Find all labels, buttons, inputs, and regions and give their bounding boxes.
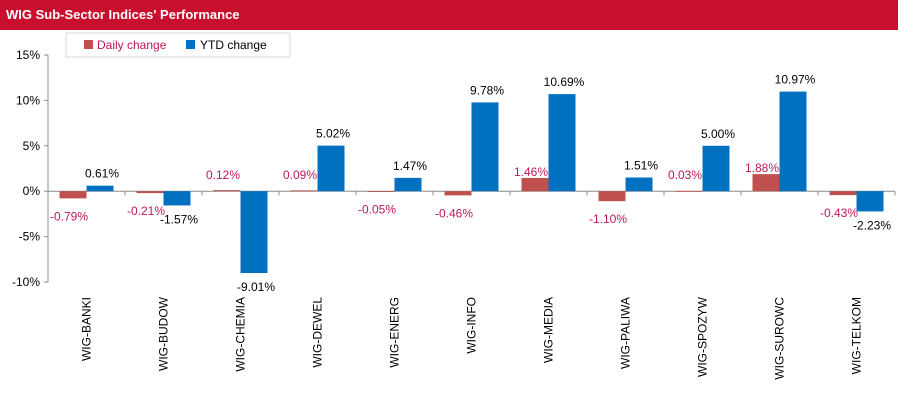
x-category-label: WIG-MEDIA: [542, 297, 556, 363]
data-label-daily-change: 1.46%: [514, 165, 548, 179]
header-divider: [0, 30, 898, 32]
data-label-daily-change: -0.05%: [358, 203, 396, 217]
x-category-label: WIG-ENERG: [388, 297, 402, 368]
data-label-daily-change: 0.03%: [668, 168, 702, 182]
y-tick-label: 15%: [16, 48, 40, 62]
data-label-daily-change: 1.88%: [745, 161, 779, 175]
bar-ytd-change: [856, 191, 884, 212]
data-label-ytd-change: 1.47%: [393, 159, 427, 173]
bar-ytd-change: [779, 91, 807, 192]
bar-daily-change: [829, 191, 857, 196]
bar-daily-change: [136, 191, 164, 194]
x-category-label: WIG-INFO: [465, 297, 479, 354]
data-label-ytd-change: 9.78%: [470, 83, 504, 97]
x-category-label: WIG-PALIWA: [619, 297, 633, 369]
legend-label-daily-change: Daily change: [97, 38, 167, 52]
y-tick-label: 10%: [16, 93, 40, 107]
bar-daily-change: [675, 190, 703, 192]
x-category-label: WIG-CHEMIA: [234, 297, 248, 372]
x-category-label: WIG-TELKOM: [850, 297, 864, 374]
x-category-label: WIG-SPOZYW: [696, 296, 710, 377]
data-label-ytd-change: -9.01%: [237, 280, 275, 294]
bar-daily-change: [752, 174, 780, 192]
legend-box: [65, 32, 291, 58]
data-label-daily-change: -0.21%: [127, 204, 165, 218]
bar-daily-change: [444, 191, 472, 196]
bar-daily-change: [213, 190, 241, 192]
bar-daily-change: [367, 191, 395, 192]
bar-ytd-change: [240, 191, 268, 274]
data-label-daily-change: 0.12%: [206, 168, 240, 182]
bar-ytd-change: [625, 177, 653, 192]
chart-title: WIG Sub-Sector Indices' Performance: [6, 7, 240, 22]
legend-swatch-ytd-change: [186, 40, 195, 49]
data-label-daily-change: -0.79%: [50, 209, 88, 223]
x-category-label: WIG-BANKI: [80, 297, 94, 361]
data-label-ytd-change: 10.97%: [775, 73, 816, 87]
bar-ytd-change: [86, 185, 114, 192]
chart-header: WIG Sub-Sector Indices' Performance: [0, 0, 898, 30]
bar-ytd-change: [317, 145, 345, 192]
data-label-daily-change: -0.46%: [435, 206, 473, 220]
chart-data-labels: -0.79% 0.61% WIG-BANKI -0.21%-1.57% WIG-BUDO…: [50, 73, 891, 380]
bar-daily-change: [598, 191, 626, 202]
chart-bars: [59, 91, 884, 274]
data-label-ytd-change: 5.00%: [701, 127, 735, 141]
x-category-label: WIG-BUDOW: [157, 296, 171, 371]
data-label-daily-change: -1.10%: [589, 212, 627, 226]
y-tick-label: -5%: [19, 230, 41, 244]
chart-legend: Daily change YTD change: [65, 32, 291, 58]
data-label-ytd-change: 1.51%: [624, 158, 658, 172]
bar-ytd-change: [163, 191, 191, 206]
bar-daily-change: [521, 177, 549, 192]
data-label-ytd-change: 10.69%: [544, 75, 585, 89]
legend-label-ytd-change: YTD change: [200, 38, 267, 52]
legend-swatch-daily-change: [84, 40, 93, 49]
x-category-label: WIG-DEWEL: [311, 297, 325, 368]
bar-daily-change: [290, 190, 318, 192]
y-tick-label: 5%: [23, 139, 41, 153]
bar-ytd-change: [471, 102, 499, 192]
data-label-ytd-change: -1.57%: [160, 212, 198, 226]
data-label-ytd-change: 0.61%: [85, 167, 119, 181]
data-label-daily-change: 0.09%: [283, 168, 317, 182]
bar-ytd-change: [548, 94, 576, 192]
y-tick-label: -10%: [12, 275, 40, 289]
bar-ytd-change: [394, 177, 422, 192]
bar-daily-change: [59, 191, 87, 199]
bar-ytd-change: [702, 145, 730, 192]
data-label-ytd-change: 5.02%: [316, 127, 350, 141]
x-category-label: WIG-SUROWC: [773, 297, 787, 380]
data-label-daily-change: -0.43%: [820, 206, 858, 220]
y-tick-label: 0%: [23, 184, 41, 198]
data-label-ytd-change: -2.23%: [853, 218, 891, 232]
